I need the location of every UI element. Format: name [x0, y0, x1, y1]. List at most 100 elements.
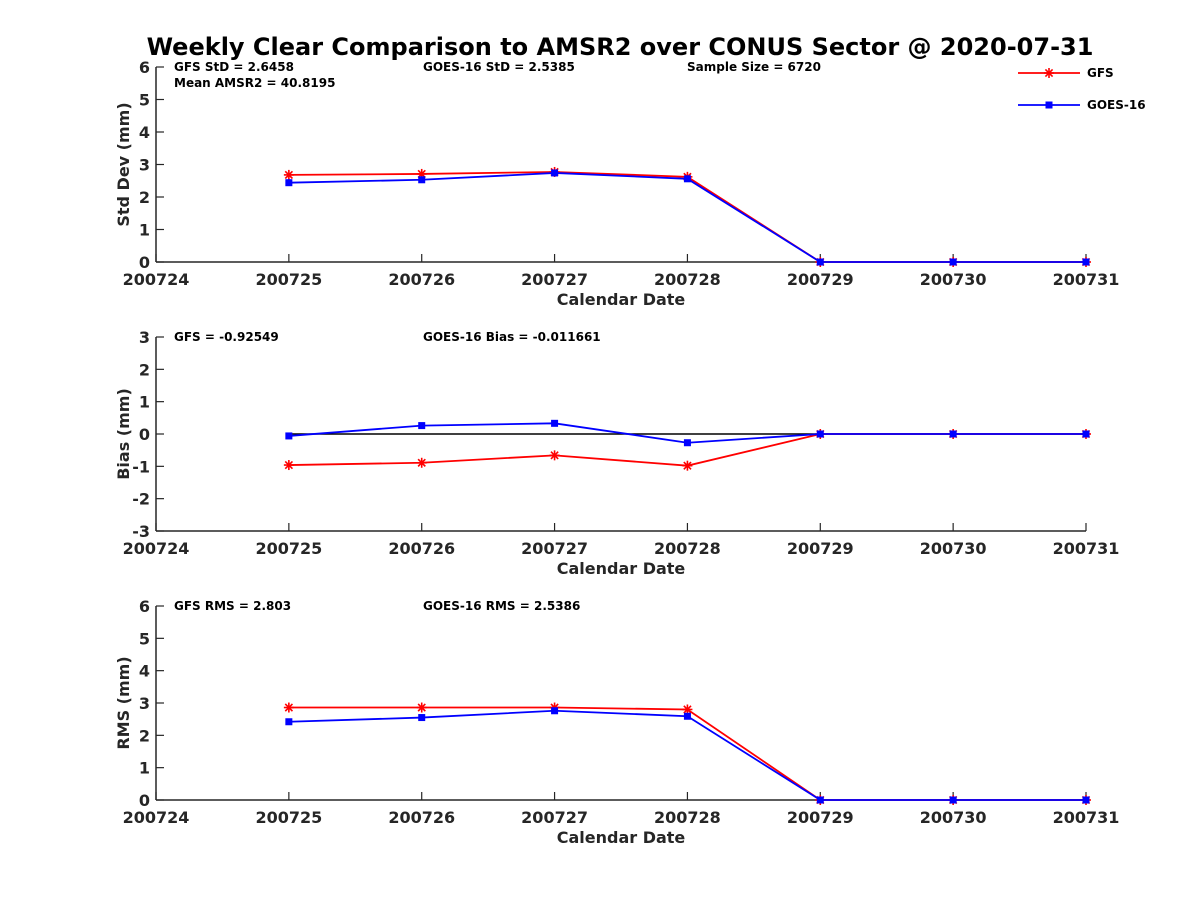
stat-annotation: GOES-16 StD = 2.5385	[423, 60, 575, 74]
stat-annotation: GOES-16 Bias = -0.011661	[423, 330, 601, 344]
data-point-goes16	[551, 707, 559, 715]
x-tick-label: 200730	[920, 539, 987, 558]
chart-bias: -3 -2 -1 0 1 2 3 200724 200725 200726 200727 200728…	[114, 328, 1119, 578]
y-tick-label: 5	[139, 91, 150, 110]
stat-annotation: Mean AMSR2 = 40.8195	[174, 76, 335, 90]
legend-label-gfs: GFS	[1087, 66, 1114, 80]
data-point-goes16	[418, 714, 426, 722]
y-tick-label: 5	[139, 629, 150, 648]
data-point-gfs	[283, 702, 294, 713]
x-tick-label: 200728	[654, 539, 721, 558]
x-tick-label: 200724	[123, 539, 190, 558]
y-tick-label: -2	[132, 490, 150, 509]
x-tick-label: 200724	[123, 270, 190, 289]
series-line-goes16	[288, 172, 1086, 263]
data-point-goes16	[285, 718, 293, 726]
x-tick-label: 200727	[521, 270, 588, 289]
y-tick-label: 2	[139, 360, 150, 379]
data-point-goes16	[683, 439, 691, 447]
y-axis-label: RMS (mm)	[114, 656, 133, 749]
x-tick-label: 200726	[388, 539, 455, 558]
x-tick-label: 200727	[521, 808, 588, 827]
y-tick-label: 4	[139, 123, 150, 142]
series-line-gfs	[288, 171, 1086, 263]
y-tick-label: 6	[139, 597, 150, 616]
y-tick-label: -1	[132, 457, 150, 476]
figure-title: Weekly Clear Comparison to AMSR2 over CO…	[147, 33, 1094, 61]
data-point-goes16	[683, 712, 691, 720]
x-tick-label: 200730	[920, 270, 987, 289]
x-tick-label: 200725	[255, 539, 322, 558]
data-point-goes16	[551, 169, 559, 177]
y-tick-label: 1	[139, 759, 150, 778]
y-tick-label: 6	[139, 58, 150, 77]
y-tick-label: 4	[139, 662, 150, 681]
data-point-gfs	[682, 704, 693, 715]
x-tick-label: 200726	[388, 270, 455, 289]
y-axis-label: Std Dev (mm)	[114, 102, 133, 226]
x-tick-label: 200726	[388, 808, 455, 827]
x-tick-label: 200728	[654, 808, 721, 827]
data-point-goes16	[418, 422, 426, 430]
x-tick-label: 200731	[1053, 539, 1120, 558]
data-point-goes16	[285, 179, 293, 187]
stat-annotation: GFS RMS = 2.803	[174, 599, 291, 613]
x-axis-label: Calendar Date	[557, 559, 686, 578]
data-point-gfs	[283, 460, 294, 471]
legend-marker	[1044, 68, 1054, 78]
y-tick-label: 0	[139, 791, 150, 810]
y-tick-label: 2	[139, 188, 150, 207]
data-point-goes16	[551, 419, 559, 427]
x-tick-label: 200727	[521, 539, 588, 558]
x-tick-label: 200729	[787, 270, 854, 289]
legend: GFS GOES-16	[1018, 66, 1146, 112]
y-tick-label: 3	[139, 694, 150, 713]
y-axis-label: Bias (mm)	[114, 388, 133, 480]
data-point-goes16	[683, 175, 691, 183]
legend-entry-gfs: GFS	[1018, 66, 1114, 80]
x-tick-label: 200725	[255, 270, 322, 289]
data-point-gfs	[549, 450, 560, 461]
data-point-goes16	[816, 796, 824, 804]
stat-annotation: GFS StD = 2.6458	[174, 60, 294, 74]
y-tick-label: 0	[139, 425, 150, 444]
series-line-goes16	[288, 709, 1086, 801]
stat-annotation: GFS = -0.92549	[174, 330, 279, 344]
x-tick-label: 200725	[255, 808, 322, 827]
legend-entry-goes16: GOES-16	[1018, 98, 1146, 112]
x-tick-label: 200729	[787, 808, 854, 827]
chart-rms: 0 1 2 3 4 5 6 200724 200725 200726 200727 200728 200…	[114, 597, 1119, 847]
data-point-goes16	[418, 176, 426, 184]
stat-annotation: Sample Size = 6720	[687, 60, 821, 74]
data-point-goes16	[285, 432, 293, 440]
y-tick-label: 1	[139, 393, 150, 412]
data-point-goes16	[816, 430, 824, 438]
data-point-goes16	[949, 430, 957, 438]
data-point-goes16	[1082, 258, 1090, 266]
y-tick-label: 0	[139, 253, 150, 272]
x-tick-label: 200730	[920, 808, 987, 827]
data-point-goes16	[949, 258, 957, 266]
legend-marker	[1045, 101, 1053, 109]
x-tick-label: 200724	[123, 808, 190, 827]
data-point-goes16	[1082, 430, 1090, 438]
data-point-gfs	[283, 169, 294, 180]
data-point-gfs	[416, 702, 427, 713]
data-point-gfs	[416, 457, 427, 468]
x-tick-label: 200731	[1053, 270, 1120, 289]
stat-annotation: GOES-16 RMS = 2.5386	[423, 599, 580, 613]
x-axis-label: Calendar Date	[557, 828, 686, 847]
series-line-gfs	[288, 706, 1086, 801]
y-tick-label: 3	[139, 328, 150, 347]
x-tick-label: 200728	[654, 270, 721, 289]
y-tick-label: 3	[139, 156, 150, 175]
y-tick-label: -3	[132, 522, 150, 541]
data-point-goes16	[1082, 796, 1090, 804]
chart-std-dev: 0 1 2 3 4 5 6 200724 200725 200726 200727 200728 200…	[114, 58, 1119, 309]
legend-label-goes16: GOES-16	[1087, 98, 1146, 112]
y-tick-label: 2	[139, 726, 150, 745]
x-tick-label: 200731	[1053, 808, 1120, 827]
x-axis-label: Calendar Date	[557, 290, 686, 309]
x-tick-label: 200729	[787, 539, 854, 558]
